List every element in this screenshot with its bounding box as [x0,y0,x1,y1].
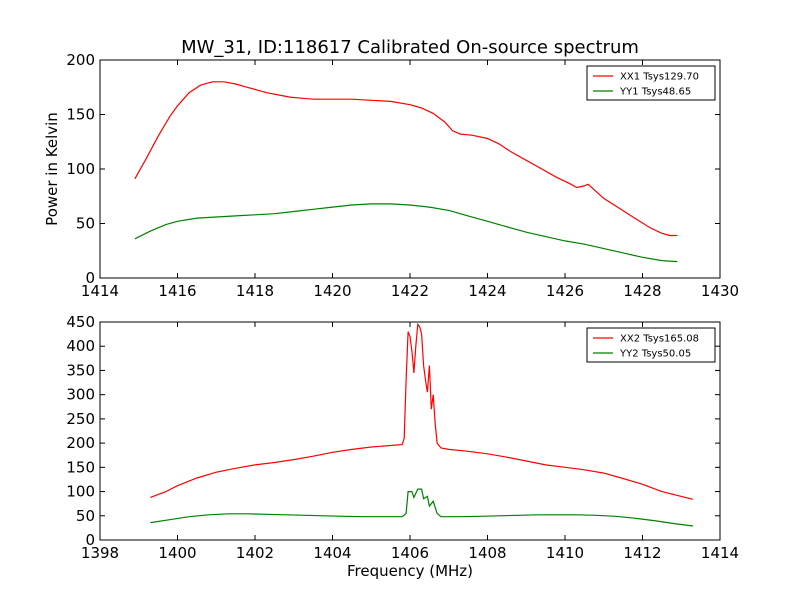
series-line-xx [134,81,678,237]
series-line-yy [150,488,693,527]
y-tick-label: 100 [66,160,95,178]
y-tick-label: 150 [66,106,95,124]
x-tick-label: 1420 [313,282,351,300]
legend: XX2 Tsys165.08 YY2 Tsys50.05 [586,327,716,363]
x-tick-label: 1418 [236,282,274,300]
figure-title: MW_31, ID:118617 Calibrated On-source sp… [181,37,639,58]
x-tick-label: 1400 [158,544,196,562]
x-tick-label: 1424 [468,282,506,300]
y-tick-label: 400 [66,337,95,355]
y-tick-label: 450 [66,313,95,331]
y-tick-label: 50 [76,507,95,525]
y-tick-label: 200 [66,434,95,452]
x-tick-label: 1406 [391,544,429,562]
series-line-xx [150,322,694,500]
x-tick-label: 1404 [313,544,351,562]
legend-box [586,327,716,363]
legend-entry: YY1 Tsys48.65 [619,87,691,98]
series-line-yy [134,203,678,263]
y-tick-label: 50 [76,215,95,233]
y-tick-label: 0 [85,531,95,549]
x-tick-label: 1410 [546,544,584,562]
top-chart: 1414 1416 1418 1420 1422 1424 1426 1428 1430 0 50 1… [43,51,739,300]
x-tick-label: 1402 [236,544,274,562]
y-tick-label: 350 [66,361,95,379]
bottom-chart: 1398 1400 1402 1404 1406 1408 1410 1412 1414 0 50 1… [66,313,739,580]
y-tick-label: 150 [66,458,95,476]
y-tick-label: 0 [85,269,95,287]
x-tick-label: 1428 [623,282,661,300]
x-tick-label: 1412 [623,544,661,562]
legend-box [586,65,716,101]
x-tick-label: 1408 [468,544,506,562]
y-tick-label: 300 [66,386,95,404]
y-tick-label: 200 [66,51,95,69]
x-tick-label: 1414 [81,282,119,300]
y-tick-label: 250 [66,410,95,428]
x-tick-label: 1416 [158,282,196,300]
legend-entry: XX2 Tsys165.08 [620,334,699,345]
y-axis-label: Power in Kelvin [43,112,61,226]
x-tick-label: 1422 [391,282,429,300]
legend-entry: YY2 Tsys50.05 [619,349,691,360]
x-tick-label: 1426 [546,282,584,300]
y-tick-label: 100 [66,483,95,501]
legend-entry: XX1 Tsys129.70 [620,72,699,83]
x-tick-label: 1414 [701,544,739,562]
x-tick-label: 1398 [81,544,119,562]
x-tick-label: 1430 [701,282,739,300]
legend: XX1 Tsys129.70 YY1 Tsys48.65 [586,65,716,101]
x-axis-label: Frequency (MHz) [347,562,473,580]
